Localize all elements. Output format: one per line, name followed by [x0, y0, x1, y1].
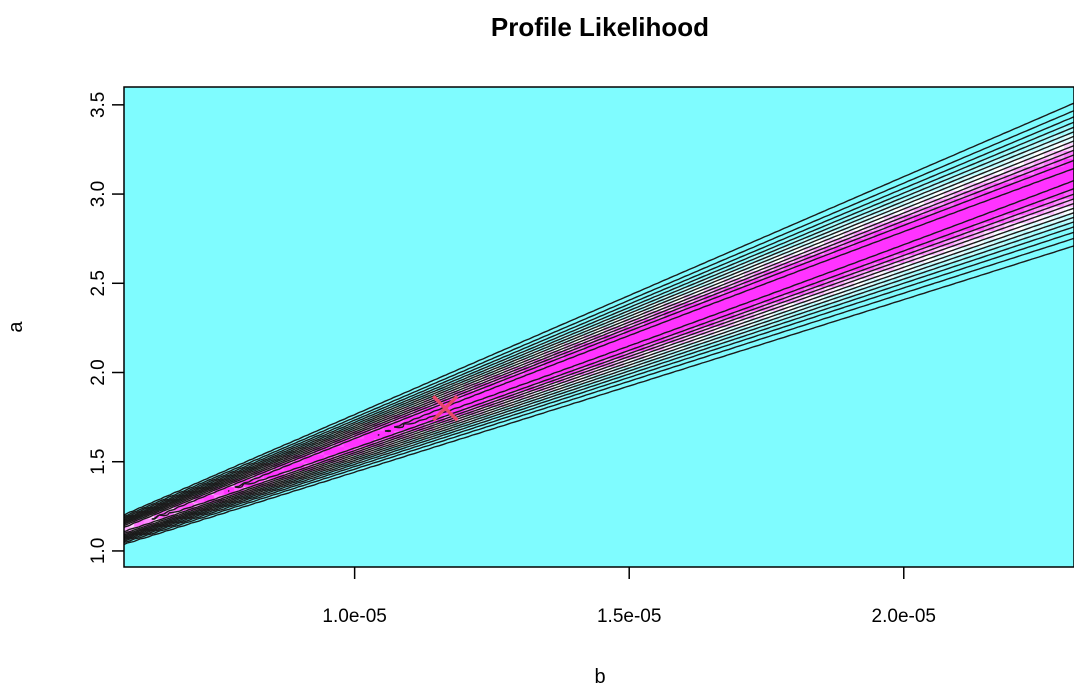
y-tick-label-5: 3.0 [88, 181, 109, 207]
x-axis: 1.0e-05 1.5e-05 2.0e-05 [322, 567, 936, 627]
y-tick-label-4: 2.5 [88, 270, 109, 296]
x-tick-label-3: 2.0e-05 [872, 606, 936, 627]
y-axis: 1.0 1.5 2.0 2.5 3.0 3.5 [88, 92, 124, 565]
x-tick-label-2: 1.5e-05 [597, 606, 661, 627]
y-tick-label-3: 2.0 [88, 359, 109, 385]
y-axis-label: a [5, 321, 27, 333]
y-tick-label-1: 1.0 [88, 538, 109, 564]
y-tick-label-2: 1.5 [88, 449, 109, 475]
chart-title: Profile Likelihood [491, 12, 709, 42]
x-tick-label-1: 1.0e-05 [322, 606, 386, 627]
y-tick-label-6: 3.5 [88, 92, 109, 118]
plot-area [124, 87, 1074, 567]
x-axis-label: b [594, 666, 605, 688]
